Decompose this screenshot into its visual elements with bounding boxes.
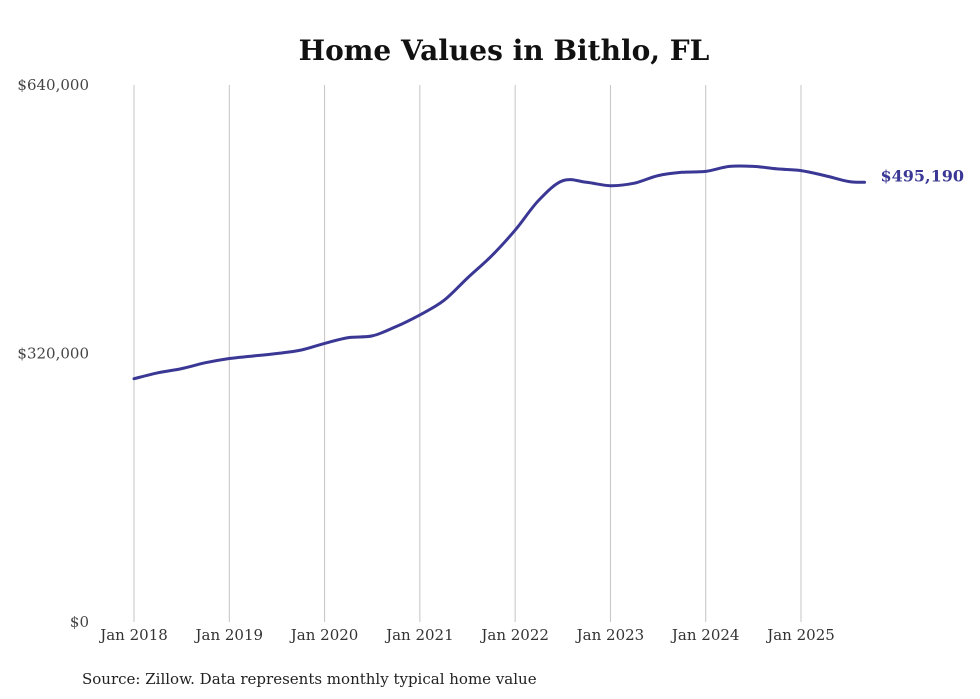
x-tick-label: Jan 2018 [98, 626, 168, 644]
series-line [132, 164, 866, 381]
y-tick-label: $640,000 [17, 76, 89, 94]
series-end-value-label: $495,190 [881, 166, 965, 185]
x-tick-label: Jan 2022 [479, 626, 549, 644]
x-tick-label: Jan 2024 [670, 626, 740, 644]
x-tick-label: Jan 2020 [289, 626, 359, 644]
y-tick-label: $320,000 [17, 345, 89, 363]
x-tick-label: Jan 2021 [384, 626, 454, 644]
y-tick-label: $0 [70, 613, 89, 631]
x-tick-label: Jan 2019 [194, 626, 264, 644]
y-axis-ticks: $0 $320,000 $640,000 [17, 76, 89, 631]
x-tick-label: Jan 2023 [575, 626, 645, 644]
source-note: Source: Zillow. Data represents monthly … [82, 670, 537, 688]
x-axis-ticks: Jan 2018 Jan 2019 Jan 2020 Jan 2021 Jan 2022… [98, 626, 835, 644]
chart-title: Home Values in Bithlo, FL [299, 34, 710, 67]
x-tick-label: Jan 2025 [765, 626, 835, 644]
gridlines [133, 85, 802, 622]
